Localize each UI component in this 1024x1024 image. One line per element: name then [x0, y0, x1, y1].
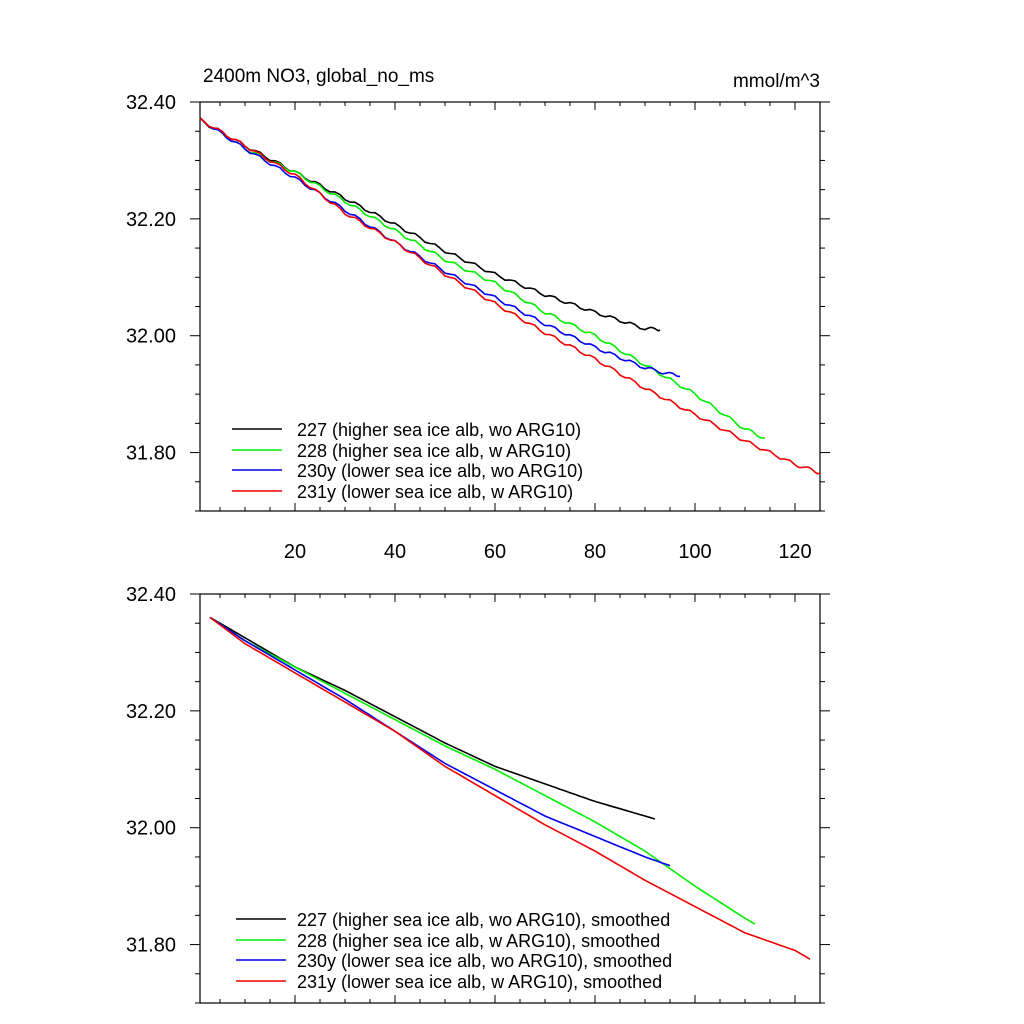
series-line-230y: [199, 117, 681, 378]
series-lines: [199, 117, 821, 475]
y-tick-label: 32.20: [126, 209, 176, 231]
y-tick-label: 31.80: [126, 935, 176, 957]
x-tick-label: 80: [584, 541, 606, 563]
chart-title: 2400m NO3, global_no_ms: [203, 66, 434, 87]
y-tick-label: 32.00: [126, 326, 176, 348]
legend-entry: 228 (higher sea ice alb, w ARG10), smoot…: [236, 931, 660, 951]
y-tick-labels: 32.40 32.20 32.00 31.80: [126, 584, 176, 957]
x-tick-label: 100: [678, 541, 711, 563]
series-line-227: [199, 117, 661, 332]
legend: 227 (higher sea ice alb, wo ARG10) 228 (…: [232, 420, 583, 502]
series-line-231y: [199, 117, 821, 475]
x-tick-label: 120: [778, 541, 811, 563]
legend-label: 228 (higher sea ice alb, w ARG10), smoot…: [297, 931, 660, 951]
legend-entry: 230y (lower sea ice alb, wo ARG10): [232, 461, 583, 481]
legend-entry: 230y (lower sea ice alb, wo ARG10), smoo…: [236, 951, 672, 971]
legend: 227 (higher sea ice alb, wo ARG10), smoo…: [236, 910, 672, 992]
series-line-228: [209, 616, 756, 925]
legend-entry: 227 (higher sea ice alb, wo ARG10), smoo…: [236, 910, 670, 930]
y-tick-label: 32.40: [126, 584, 176, 606]
y-tick-label: 32.20: [126, 701, 176, 723]
x-tick-labels: 20 40 60 80 100 120: [284, 541, 812, 563]
legend-label: 231y (lower sea ice alb, w ARG10): [297, 482, 573, 502]
legend-label: 231y (lower sea ice alb, w ARG10), smoot…: [297, 972, 662, 992]
y-tick-labels: 32.40 32.20 32.00 31.80: [126, 92, 176, 465]
x-tick-label: 40: [384, 541, 406, 563]
top-chart-panel: 2400m NO3, global_no_ms mmol/m^3 32.4032…: [126, 66, 830, 563]
series-line-231y: [209, 616, 811, 960]
y-tick-label: 32.40: [126, 92, 176, 114]
tick-marks: [190, 593, 830, 1004]
legend-label: 230y (lower sea ice alb, wo ARG10): [297, 461, 583, 481]
x-tick-label: 60: [484, 541, 506, 563]
units-label: mmol/m^3: [733, 71, 820, 92]
legend-entry: 228 (higher sea ice alb, w ARG10): [232, 441, 571, 461]
tick-marks: [190, 101, 830, 512]
y-tick-label: 32.00: [126, 818, 176, 840]
y-tick-label: 31.80: [126, 443, 176, 465]
legend-label: 227 (higher sea ice alb, wo ARG10), smoo…: [297, 910, 670, 930]
legend-label: 230y (lower sea ice alb, wo ARG10), smoo…: [297, 951, 672, 971]
legend-entry: 231y (lower sea ice alb, w ARG10), smoot…: [236, 972, 662, 992]
legend-label: 227 (higher sea ice alb, wo ARG10): [297, 420, 581, 440]
series-lines: [209, 616, 811, 960]
x-tick-label: 20: [284, 541, 306, 563]
series-line-228: [199, 117, 766, 439]
series-line-230y: [209, 616, 671, 867]
legend-entry: 231y (lower sea ice alb, w ARG10): [232, 482, 573, 502]
series-line-227: [209, 616, 656, 820]
bottom-chart-panel: 32.40 32.20 32.00 31.80 227 (higher sea ice…: [126, 584, 830, 1004]
legend-entry: 227 (higher sea ice alb, wo ARG10): [232, 420, 581, 440]
legend-label: 228 (higher sea ice alb, w ARG10): [297, 441, 571, 461]
